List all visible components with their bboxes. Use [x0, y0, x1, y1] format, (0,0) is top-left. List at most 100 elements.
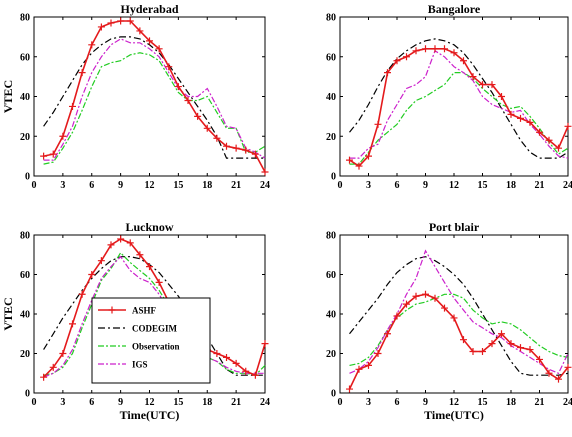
chart-panel-bangalore: 0 3 6 9 12 15 18 21 24 0 20 40 60 80 Bangalore	[326, 2, 572, 191]
data-point-ashf	[507, 110, 515, 118]
data-point-ashf	[107, 241, 115, 249]
data-point-ashf	[412, 292, 420, 300]
data-point-ashf	[488, 340, 496, 348]
data-point-ashf	[450, 314, 458, 322]
x-tick-label: 21	[231, 180, 241, 191]
data-point-ashf	[223, 353, 230, 361]
data-point-ashf	[232, 359, 240, 367]
data-point-ashf	[564, 122, 572, 130]
data-point-ashf	[223, 142, 230, 150]
series-line-igs	[349, 249, 569, 375]
y-tick-label: 40	[326, 310, 336, 321]
data-point-ashf	[126, 239, 134, 247]
y-tick-label: 20	[20, 349, 30, 360]
data-point-ashf	[498, 93, 505, 100]
data-point-ashf	[203, 124, 211, 132]
data-point-ashf	[107, 19, 115, 27]
data-point-ashf	[194, 112, 202, 120]
series-line-igs	[349, 49, 569, 159]
x-tick-label: 12	[449, 180, 459, 191]
y-axis-label: VTEC	[1, 80, 15, 113]
data-point-ashf	[403, 300, 410, 308]
data-point-ashf	[242, 146, 250, 154]
x-tick-label: 6	[395, 180, 400, 191]
x-tick-label: 18	[202, 180, 212, 191]
data-point-ashf	[40, 152, 48, 160]
x-tick-label: 24	[260, 397, 270, 408]
data-point-ashf	[526, 346, 534, 354]
data-point-ashf	[213, 134, 221, 142]
data-point-ashf	[412, 47, 420, 55]
x-tick-label: 0	[32, 397, 37, 408]
legend-label-igs: IGS	[132, 360, 148, 370]
data-point-ashf	[174, 83, 182, 91]
data-point-ashf	[517, 344, 524, 352]
x-tick-label: 12	[145, 397, 155, 408]
y-tick-label: 0	[331, 389, 336, 400]
series-line-observation	[349, 71, 569, 165]
x-tick-label: 21	[535, 397, 545, 408]
data-point-ashf	[146, 263, 153, 271]
data-point-ashf	[469, 73, 477, 81]
legend-label-codegim: CODEGIM	[132, 324, 178, 334]
data-point-ashf	[365, 152, 372, 160]
y-tick-label: 60	[326, 52, 336, 63]
data-point-ashf	[232, 144, 240, 152]
y-tick-label: 80	[326, 13, 336, 24]
series-line-codegim	[349, 256, 569, 376]
legend: ASHF CODEGIM Observation IGS	[91, 297, 211, 384]
data-point-ashf	[460, 57, 467, 65]
data-point-ashf	[355, 365, 363, 373]
data-point-ashf	[384, 69, 391, 77]
y-tick-label: 40	[326, 92, 336, 103]
x-tick-label: 3	[60, 397, 65, 408]
series-line-ashf	[349, 47, 569, 168]
x-tick-label: 0	[32, 180, 37, 191]
data-point-ashf	[69, 102, 76, 110]
chart-panel-lucknow: 0 3 6 9 12 15 18 21 24 0 20 40 60 80 Lucknow VTEC Time(U…	[1, 220, 270, 422]
data-point-ashf	[136, 27, 144, 35]
x-tick-label: 21	[231, 397, 241, 408]
data-point-ashf	[184, 96, 192, 104]
data-point-ashf	[126, 17, 134, 25]
x-tick-label: 15	[478, 397, 488, 408]
series-line-codegim	[43, 256, 265, 376]
data-point-ashf	[155, 278, 163, 286]
y-tick-label: 20	[326, 132, 336, 143]
axes-box	[339, 16, 569, 177]
y-tick-label: 60	[326, 270, 336, 281]
data-point-ashf	[469, 348, 477, 356]
panel-title: Port blair	[429, 220, 480, 234]
data-point-ashf	[431, 45, 439, 53]
data-point-ashf	[88, 41, 96, 49]
x-tick-label: 18	[506, 180, 516, 191]
y-tick-label: 0	[331, 172, 336, 183]
x-tick-label: 0	[338, 180, 343, 191]
data-point-ashf	[251, 150, 259, 158]
series-line-observation	[43, 251, 266, 376]
series-line-codegim	[43, 36, 265, 159]
x-tick-label: 3	[60, 180, 65, 191]
x-tick-label: 9	[423, 397, 428, 408]
data-point-ashf	[507, 340, 515, 348]
legend-marker-ashf	[108, 306, 116, 314]
data-point-ashf	[479, 348, 486, 356]
x-tick-label: 24	[563, 397, 572, 408]
x-tick-label: 6	[89, 397, 94, 408]
axes-box	[339, 234, 569, 394]
y-tick-label: 80	[20, 231, 30, 242]
y-axis-label: VTEC	[1, 297, 15, 330]
data-point-ashf	[365, 361, 372, 369]
x-tick-label: 9	[118, 180, 123, 191]
legend-label-observation: Observation	[132, 342, 180, 352]
series-line-igs	[43, 38, 266, 161]
x-tick-label: 21	[535, 180, 545, 191]
y-tick-label: 80	[20, 13, 30, 24]
data-point-ashf	[517, 114, 524, 122]
data-point-ashf	[136, 251, 144, 259]
chart-panel-port-blair: 0 3 6 9 12 15 18 21 24 0 20 40 60 80 Port blair Time(UT…	[326, 220, 572, 422]
x-tick-label: 9	[118, 397, 123, 408]
data-point-ashf	[460, 336, 467, 344]
y-tick-label: 40	[20, 92, 30, 103]
